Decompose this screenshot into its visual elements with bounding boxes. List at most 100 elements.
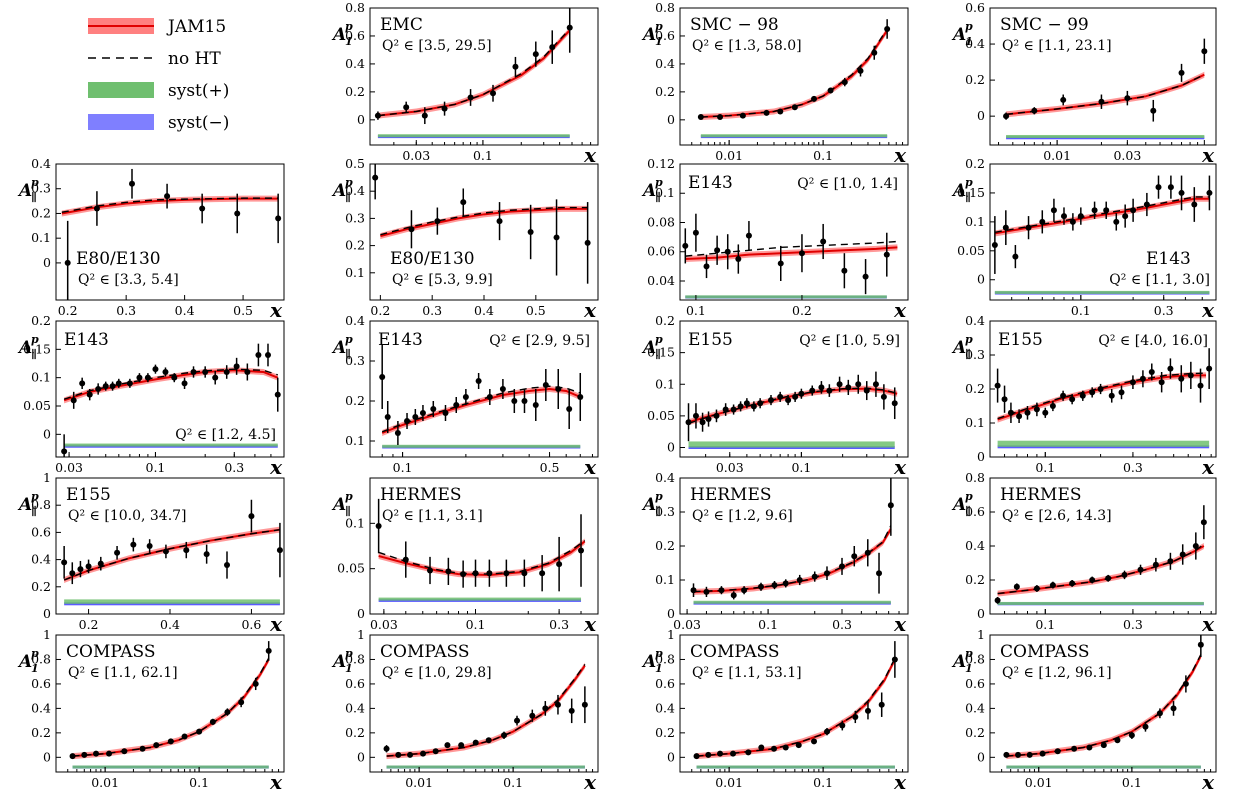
y-label-base: A [951, 495, 966, 515]
y-label-sub: 1 [655, 35, 663, 48]
data-point [871, 49, 878, 56]
y-tick-label: 0.6 [655, 28, 675, 43]
plot-area [1003, 38, 1208, 140]
data-point [427, 567, 434, 574]
experiment-label: COMPASS [690, 642, 780, 662]
y-tick-label: 0.2 [345, 238, 365, 253]
data-point [432, 748, 439, 755]
syst-plus-band [693, 600, 891, 604]
data-point [584, 239, 591, 246]
x-tick-label: 0.1 [813, 775, 833, 790]
data-point [717, 750, 724, 757]
plot-area [994, 348, 1213, 449]
data-point [1097, 386, 1104, 392]
x-axis-label: x [893, 143, 907, 167]
x-tick-label: 0.2 [79, 617, 99, 632]
data-point [521, 398, 528, 404]
data-point [209, 718, 216, 725]
syst-plus-band [696, 765, 895, 769]
axes-frame [989, 163, 1217, 301]
data-point [1128, 732, 1135, 739]
data-point [394, 430, 401, 436]
data-point [1025, 224, 1032, 231]
y-label-sup: p [31, 176, 39, 189]
data-point [462, 394, 469, 400]
y-label-sub: 1 [965, 662, 973, 675]
legend-label: no HT [168, 49, 221, 69]
y-axis-label: Ap 1 [641, 20, 663, 48]
data-point [581, 701, 588, 708]
data-point [379, 374, 386, 380]
data-point [555, 386, 562, 392]
data-point [1167, 184, 1174, 191]
data-point [196, 728, 203, 735]
data-point [146, 543, 153, 549]
data-point [460, 571, 467, 578]
syst-plus-band [378, 597, 582, 601]
y-tick-label: 0.8 [31, 651, 51, 666]
y-tick-label: 0.12 [647, 156, 675, 171]
y-label-base: A [331, 25, 346, 45]
x-tick-label: 0.01 [715, 148, 743, 163]
data-point [129, 180, 135, 187]
q2-range-label: Q² ∈ [1.3, 58.0] [692, 38, 802, 54]
x-tick-label: 0.3 [422, 303, 442, 318]
y-tick-label: 0.2 [31, 205, 51, 220]
data-point [724, 248, 731, 255]
data-point [578, 547, 585, 554]
data-point [876, 570, 883, 577]
legend-swatch [88, 114, 154, 130]
data-point [845, 384, 852, 391]
data-point [542, 705, 549, 712]
data-point [1178, 375, 1185, 382]
data-point [758, 744, 765, 751]
data-point [1071, 745, 1078, 752]
y-label-base: A [641, 495, 656, 515]
legend-label: syst(−) [168, 113, 229, 133]
panel-6: 0 0.05 0.1 0.15 0.2 0.1 0.3 x Ap ∥ E143 Q² ∈ [1.1, … [951, 156, 1217, 322]
data-point [407, 751, 414, 758]
x-tick-label: 0.5 [526, 303, 546, 318]
y-tick-label: 0.2 [965, 156, 985, 171]
data-point [991, 242, 998, 249]
data-point [722, 406, 729, 413]
data-point [233, 363, 240, 370]
jam15-curve [696, 659, 896, 758]
y-label-sup: p [655, 647, 663, 660]
y-label-sup: p [345, 490, 353, 503]
y-tick-label: 0.05 [957, 243, 985, 258]
data-point [420, 750, 427, 757]
experiment-label: E80/E130 [76, 249, 161, 269]
y-tick-label: 0.1 [965, 415, 985, 430]
data-point [699, 419, 706, 426]
panel-11: 0 0.2 0.4 0.6 0.8 1 0.2 0.4 0.6 x Ap ∥ E155 Q² ∈ [10.… [17, 470, 285, 636]
y-label-sup: p [965, 647, 973, 660]
y-label-sub: 1 [345, 662, 353, 675]
y-tick-label: 0 [357, 112, 365, 127]
data-point [891, 656, 898, 663]
y-tick-label: 0.4 [31, 552, 51, 567]
y-tick-label: 0 [667, 606, 675, 621]
data-point [795, 742, 802, 749]
x-tick-label: 0.4 [175, 303, 195, 318]
plot-area [690, 478, 894, 605]
y-label-sup: p [655, 333, 663, 346]
data-point [130, 541, 137, 548]
data-point [743, 400, 750, 407]
syst-plus-band [688, 441, 895, 448]
data-point [115, 380, 122, 387]
panel-5: 0.04 0.06 0.08 0.1 0.12 0.1 0.2 x Ap ∥ E143 Q² ∈ [1… [641, 156, 909, 322]
q2-range-label: Q² ∈ [3.3, 5.4] [78, 272, 179, 288]
experiment-label: E155 [66, 485, 111, 505]
jam15-band [377, 27, 570, 119]
data-point [1143, 201, 1150, 208]
data-point [891, 400, 898, 407]
data-point [434, 218, 441, 225]
q2-range-label: Q² ∈ [2.9, 9.5] [489, 333, 590, 349]
y-tick-label: 0.4 [345, 56, 365, 71]
data-point [64, 259, 71, 266]
y-label-sup: p [965, 20, 973, 33]
y-label-sub: ∥ [31, 505, 37, 518]
experiment-label: COMPASS [380, 642, 470, 662]
data-point [153, 742, 160, 749]
